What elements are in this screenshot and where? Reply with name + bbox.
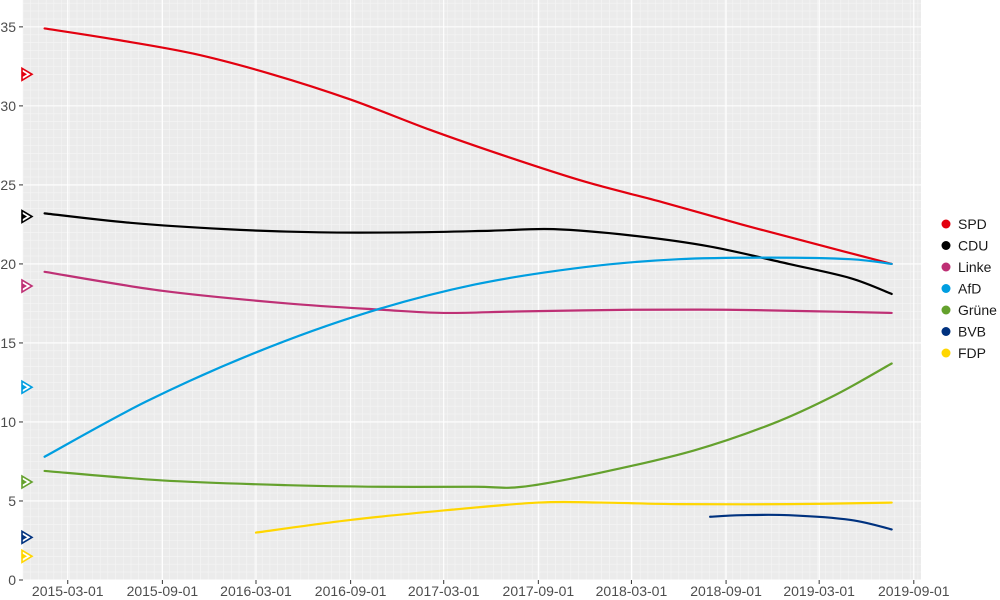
x-tick-label: 2018-09-01 — [690, 583, 762, 599]
y-tick-label: 5 — [8, 493, 16, 509]
x-tick-label: 2016-03-01 — [220, 583, 292, 599]
y-tick-label: 20 — [0, 256, 16, 272]
x-tick-label: 2015-03-01 — [32, 583, 104, 599]
election-marker-inner-linke — [22, 283, 27, 290]
y-tick-label: 35 — [0, 19, 16, 35]
y-tick-label: 0 — [8, 572, 16, 588]
series-line-afd — [43, 256, 893, 458]
legend-key-spd — [941, 219, 951, 229]
series-line-spd — [43, 27, 893, 266]
legend-key-bvb — [941, 327, 951, 336]
election-marker-inner-afd — [22, 384, 27, 391]
legend-key-afd — [941, 284, 951, 293]
y-tick-label: 25 — [0, 177, 16, 193]
x-tick-label: 2017-09-01 — [503, 583, 575, 599]
x-tick-label: 2015-09-01 — [127, 583, 199, 599]
legend-key-fdp — [941, 348, 951, 358]
x-tick-label: 2018-03-01 — [596, 583, 668, 599]
election-marker-layer — [21, 66, 34, 564]
legend-key-linke — [941, 262, 951, 272]
series-line-linke — [43, 270, 893, 315]
election-marker-inner-fdp — [22, 553, 27, 560]
x-tick-label: 2019-09-01 — [878, 583, 950, 599]
legend-label-spd: SPD — [958, 216, 987, 232]
legend-label-cdu: CDU — [958, 238, 988, 254]
election-marker-inner-cdu — [22, 213, 27, 220]
legend-label-gr-ne: Grüne — [958, 302, 997, 318]
series-line-bvb — [709, 513, 893, 531]
x-tick-label: 2016-09-01 — [315, 583, 387, 599]
y-tick-label: 10 — [0, 414, 16, 430]
y-tick-label: 30 — [0, 98, 16, 114]
election-marker-inner-gr-ne — [22, 479, 27, 486]
legend-label-bvb: BVB — [958, 324, 986, 340]
x-tick-label: 2019-03-01 — [783, 583, 855, 599]
x-tick-label: 2017-03-01 — [408, 583, 480, 599]
series-layer — [43, 27, 893, 534]
legend-key-gr-ne — [941, 305, 951, 315]
legend-label-linke: Linke — [958, 259, 992, 275]
series-line-fdp — [254, 500, 893, 534]
axis-layer: 2015-03-01 2015-09-01 2016-03-01 2016-09-01… — [0, 19, 949, 599]
grid-layer — [22, 0, 921, 581]
series-line-gr-ne — [43, 362, 893, 489]
election-marker-inner-bvb — [22, 534, 27, 541]
legend-label-fdp: FDP — [958, 345, 986, 361]
election-marker-inner-spd — [22, 71, 27, 78]
legend-key-cdu — [941, 241, 951, 250]
legend: SPD CDU Linke AfD Grüne BVB FDP — [941, 216, 997, 361]
y-tick-label: 15 — [0, 335, 16, 351]
legend-label-afd: AfD — [958, 281, 981, 297]
series-line-cdu — [43, 212, 893, 296]
